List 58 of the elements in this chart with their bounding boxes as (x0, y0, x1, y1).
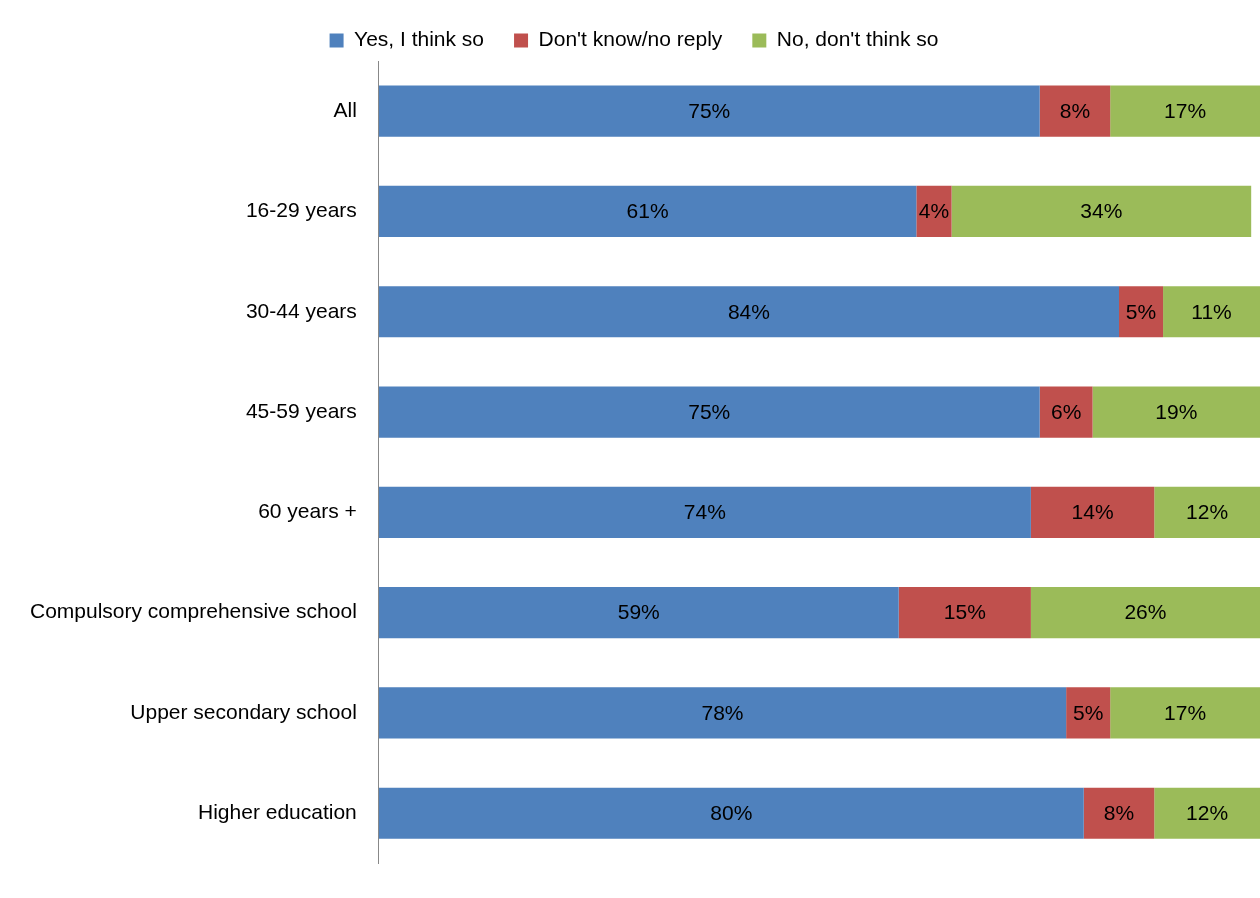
y-tick-label: 16-29 years (245, 198, 357, 222)
data-label: 5% (1072, 700, 1104, 724)
bar (1110, 687, 1260, 739)
bar (916, 185, 952, 238)
data-label: 59% (617, 600, 660, 624)
data-label: 6% (1050, 399, 1082, 423)
data-label: 5% (1125, 299, 1157, 323)
data-label: 74% (683, 500, 726, 524)
bar (1154, 486, 1260, 538)
bar (378, 185, 917, 238)
y-tick-label: Higher education (198, 800, 357, 824)
bar (378, 85, 1040, 137)
bar (1083, 787, 1155, 839)
data-label: 8% (1103, 801, 1135, 825)
y-tick-label: Compulsory comprehensive school (30, 599, 357, 623)
data-label: 75% (688, 98, 731, 122)
data-label: 11% (1191, 299, 1232, 323)
bar (898, 587, 1031, 639)
data-label: 8% (1059, 98, 1091, 122)
data-label: 78% (701, 700, 744, 724)
legend-label: Yes, I think so (354, 27, 485, 51)
data-label: 75% (688, 399, 731, 423)
bar (1039, 85, 1111, 137)
bar (1030, 587, 1260, 639)
bar (1154, 787, 1260, 839)
data-label: 17% (1164, 98, 1207, 122)
data-label: 19% (1155, 399, 1198, 423)
bar (378, 587, 899, 639)
bar (1039, 386, 1093, 438)
data-label: 4% (918, 199, 950, 223)
legend-label: Don't know/no reply (538, 27, 723, 51)
legend-label: No, don't think so (776, 27, 939, 51)
bar (1030, 486, 1155, 538)
bar (378, 687, 1067, 739)
bar (1066, 687, 1111, 739)
bar (378, 286, 1120, 338)
data-label: 34% (1080, 199, 1123, 223)
bar (951, 185, 1252, 238)
data-label: 14% (1071, 500, 1114, 524)
data-label: 15% (943, 600, 986, 624)
data-label: 61% (626, 199, 669, 223)
y-tick-label: 30-44 years (245, 298, 357, 322)
bar (378, 486, 1031, 538)
y-tick-label: All (333, 97, 357, 121)
bar (1163, 286, 1260, 338)
data-label: 12% (1186, 801, 1229, 825)
y-tick-label: 60 years + (258, 499, 357, 523)
bar (1092, 386, 1260, 438)
data-label: 12% (1186, 500, 1229, 524)
data-label: 84% (727, 299, 770, 323)
data-label: 26% (1124, 600, 1167, 624)
data-label: 17% (1164, 700, 1207, 724)
bar (378, 787, 1084, 839)
data-label: 80% (710, 801, 753, 825)
bar (378, 386, 1040, 438)
bar (1110, 85, 1260, 137)
y-tick-label: Upper secondary school (130, 699, 357, 723)
y-tick-label: 45-59 years (245, 398, 357, 422)
